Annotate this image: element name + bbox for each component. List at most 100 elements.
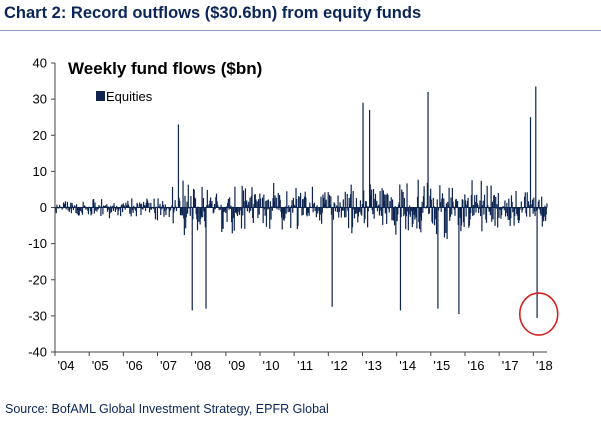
bar <box>365 201 367 208</box>
bar <box>303 198 305 208</box>
bar <box>514 207 517 209</box>
bar <box>355 207 357 214</box>
bar <box>134 207 136 210</box>
bar <box>368 206 370 208</box>
bar <box>535 207 538 211</box>
bar <box>339 202 341 208</box>
bar <box>472 207 474 217</box>
bar <box>529 117 532 208</box>
bar <box>295 187 297 208</box>
bar <box>144 207 147 211</box>
bar <box>128 206 130 208</box>
bar <box>183 207 185 236</box>
bar <box>85 207 88 209</box>
bar <box>435 207 438 235</box>
record-outflow-circle <box>518 292 559 336</box>
bar <box>185 207 187 218</box>
bar <box>208 203 210 208</box>
bar <box>315 207 317 218</box>
bar <box>352 191 354 208</box>
bar <box>154 207 157 220</box>
bar <box>276 207 278 210</box>
bar <box>390 197 392 208</box>
bar <box>459 207 461 218</box>
bar <box>92 199 94 208</box>
bar <box>464 194 466 208</box>
bar <box>405 207 407 230</box>
bar <box>453 207 455 210</box>
bar <box>411 207 413 228</box>
bar <box>511 202 513 208</box>
bar <box>391 199 394 208</box>
bar <box>211 201 213 208</box>
bar <box>266 200 268 208</box>
bar <box>506 202 508 208</box>
bar <box>167 207 170 209</box>
bar <box>159 203 161 208</box>
bar <box>287 207 289 213</box>
bar <box>346 193 348 208</box>
bar <box>425 207 427 209</box>
bar <box>263 194 265 208</box>
bar <box>209 200 211 208</box>
bar <box>253 203 255 208</box>
bar <box>337 195 339 208</box>
bar <box>468 207 470 228</box>
bar <box>430 188 432 208</box>
bar <box>57 207 59 209</box>
bar <box>397 204 400 208</box>
bar <box>173 207 175 213</box>
bar <box>241 185 243 208</box>
bar <box>222 207 224 229</box>
bar <box>290 207 292 229</box>
bar <box>281 207 283 230</box>
bar <box>75 207 77 214</box>
bar <box>421 201 423 208</box>
chart-header-title: Chart 2: Record outflows ($30.6bn) from … <box>4 4 422 22</box>
bar <box>528 204 530 208</box>
bar <box>342 207 344 211</box>
bar <box>462 199 464 208</box>
bar <box>483 194 486 208</box>
bar <box>495 196 497 208</box>
bar <box>477 204 479 208</box>
bar <box>460 207 463 226</box>
bar <box>518 207 520 221</box>
bar <box>488 207 490 212</box>
bar <box>417 179 419 208</box>
bar <box>518 207 520 224</box>
x-tick-label: '16 <box>468 358 485 373</box>
bar <box>194 197 196 208</box>
bar <box>515 190 517 208</box>
x-tick-label: '08 <box>194 358 211 373</box>
bar <box>162 204 164 208</box>
bar <box>55 207 57 214</box>
bar <box>478 207 480 213</box>
bar <box>93 199 95 208</box>
bar <box>357 207 360 217</box>
bar <box>127 200 129 208</box>
bar <box>466 200 469 208</box>
bar <box>498 207 500 218</box>
bar <box>143 205 145 208</box>
bar <box>334 203 336 208</box>
bar <box>473 207 475 216</box>
bar <box>519 207 521 210</box>
bar <box>179 207 182 216</box>
bar <box>149 207 151 210</box>
bar <box>115 207 117 210</box>
bar <box>311 186 314 208</box>
bar <box>462 207 465 223</box>
bar <box>499 207 501 210</box>
plot-title: Weekly fund flows ($bn) <box>68 59 262 78</box>
bar <box>483 207 485 215</box>
bar <box>156 207 159 221</box>
bar <box>364 207 366 219</box>
bar <box>286 191 288 208</box>
bar <box>472 204 474 208</box>
bar <box>157 198 159 208</box>
bar <box>152 207 155 209</box>
bar <box>496 204 498 208</box>
bar <box>397 207 399 215</box>
bar-series-equities <box>55 86 548 319</box>
